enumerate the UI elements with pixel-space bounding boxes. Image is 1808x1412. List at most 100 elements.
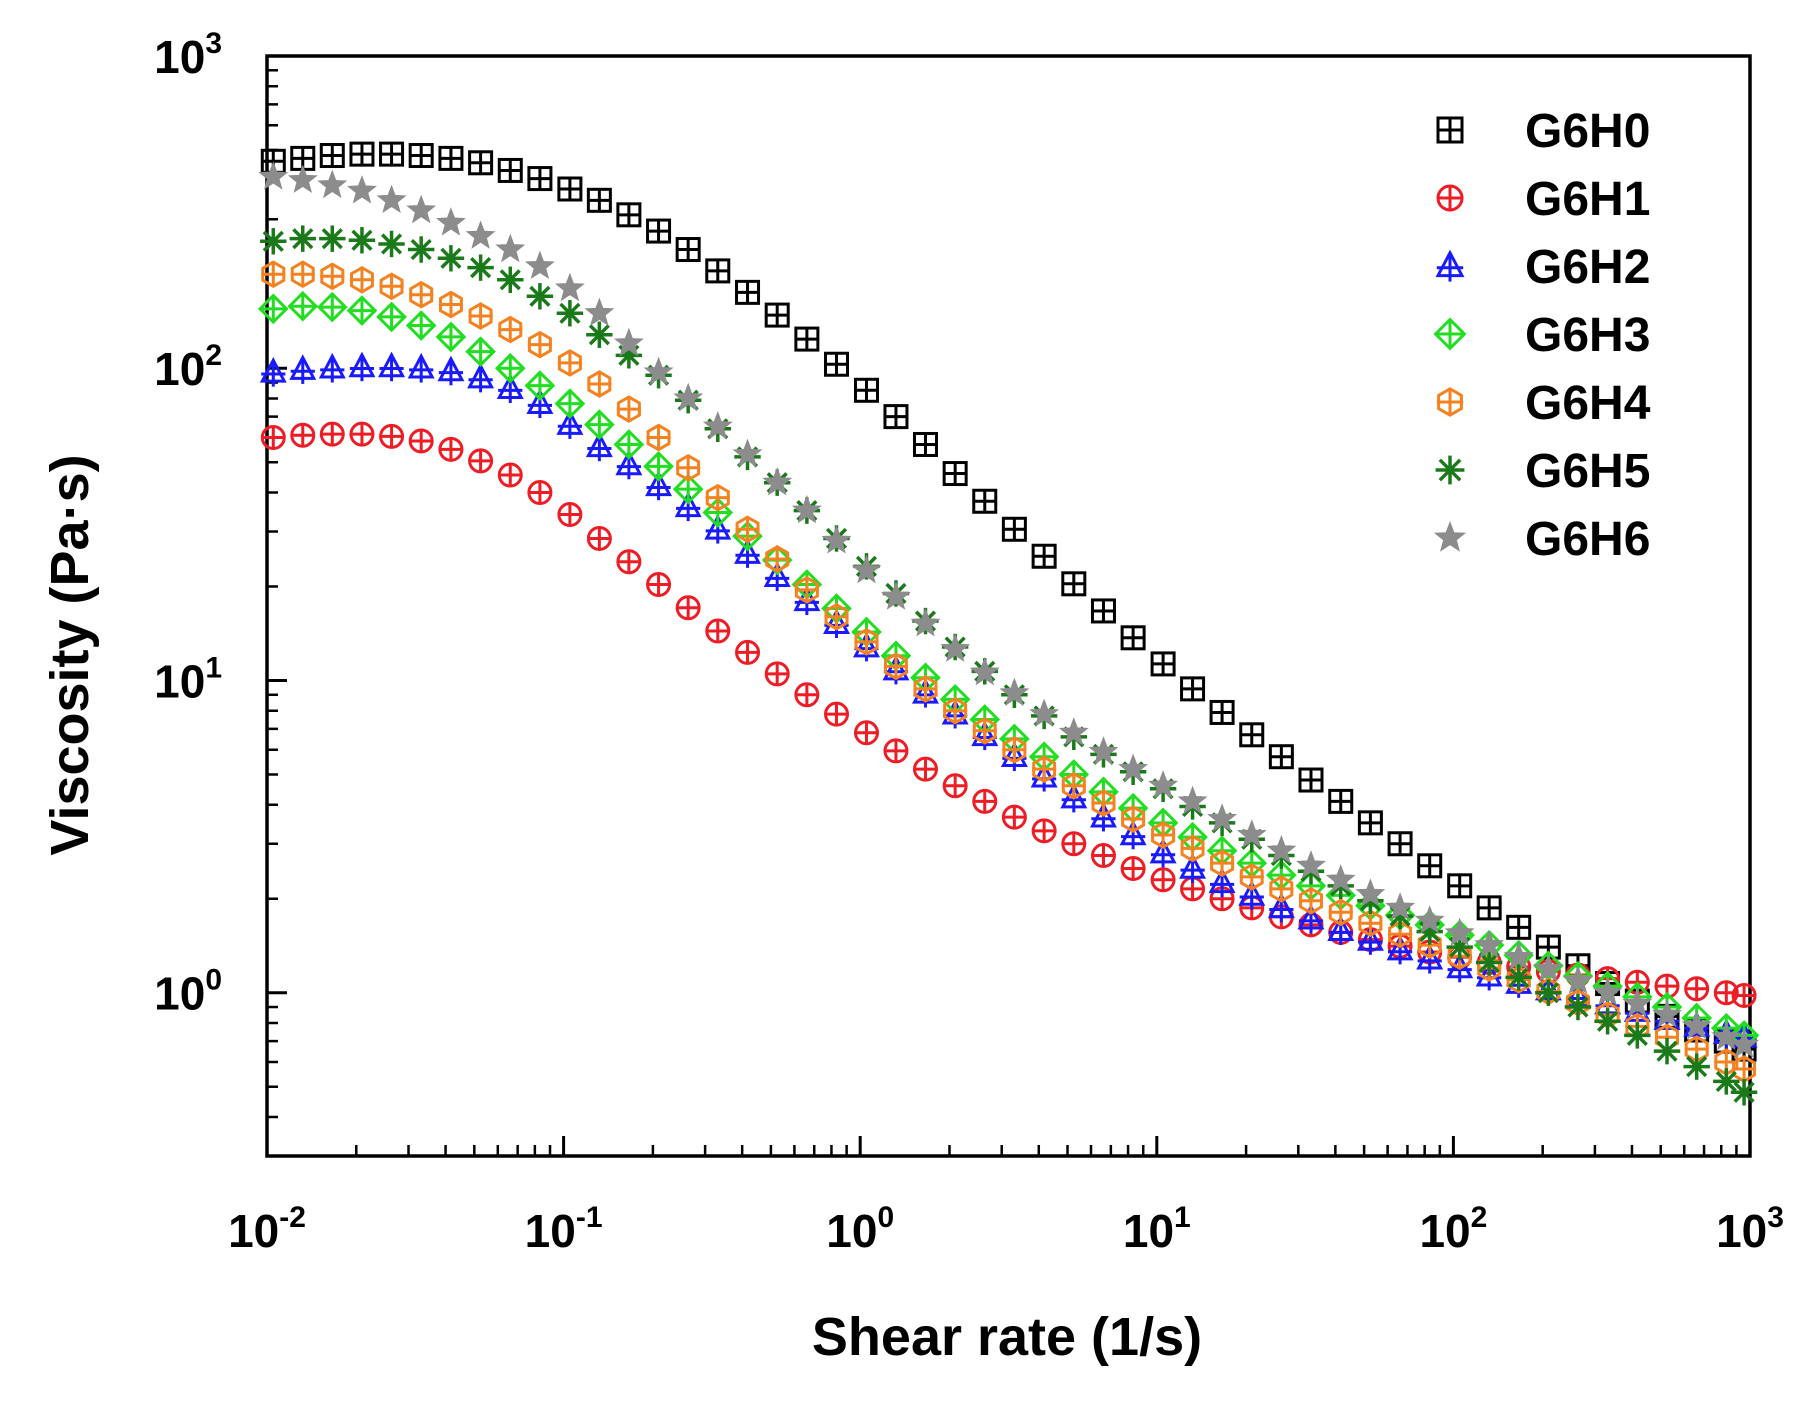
data-point — [1358, 909, 1383, 938]
y-tick-label: 102 — [154, 339, 222, 395]
data-point — [675, 595, 701, 621]
data-point — [438, 290, 464, 319]
data-point — [435, 321, 467, 353]
data-point — [586, 187, 612, 213]
x-tick-label: 103 — [1716, 1201, 1784, 1257]
legend-label: G6H0 — [1525, 105, 1650, 158]
data-point — [1236, 819, 1267, 848]
data-point — [407, 352, 435, 383]
data-point — [1148, 770, 1179, 799]
legend-label: G6H5 — [1525, 445, 1650, 498]
y-axis-title: Viscosity (Pa·s) — [40, 454, 100, 855]
data-point — [1622, 988, 1653, 1017]
data-point — [378, 351, 406, 382]
data-point — [646, 423, 671, 452]
data-point — [1177, 785, 1208, 815]
data-point — [320, 262, 345, 291]
data-point — [1032, 755, 1057, 784]
data-point — [1002, 735, 1027, 764]
data-point — [1239, 863, 1264, 891]
data-point — [735, 639, 761, 665]
data-point — [1535, 979, 1562, 1006]
data-point — [910, 607, 941, 637]
data-point — [616, 395, 641, 423]
data-point — [673, 382, 704, 412]
data-point — [853, 377, 879, 403]
data-point — [764, 302, 790, 328]
data-point — [319, 225, 346, 252]
data-point — [408, 143, 434, 169]
data-point — [1505, 964, 1532, 991]
data-point — [287, 164, 318, 193]
data-point — [1563, 965, 1593, 994]
legend-label: G6H4 — [1525, 377, 1651, 430]
data-point — [1298, 886, 1324, 915]
data-markers — [257, 141, 1760, 1106]
data-point — [881, 581, 911, 610]
data-point — [1296, 850, 1326, 879]
data-point — [319, 143, 345, 169]
data-point — [468, 302, 493, 330]
data-point — [584, 409, 615, 440]
data-point — [1118, 753, 1149, 782]
data-point — [554, 388, 586, 420]
data-point — [1447, 873, 1473, 899]
data-point — [319, 421, 345, 447]
data-point — [616, 549, 642, 575]
data-point — [409, 280, 434, 309]
data-point — [494, 352, 526, 384]
data-point — [613, 429, 645, 460]
data-point — [676, 453, 701, 482]
data-point — [290, 260, 315, 289]
data-point — [289, 225, 316, 252]
legend-marker — [1435, 455, 1465, 485]
data-point — [702, 410, 733, 440]
data-point — [853, 720, 879, 746]
data-point — [287, 290, 319, 322]
legend-item-g6h2: G6H2 — [1435, 241, 1650, 294]
data-point — [943, 696, 968, 725]
legend-marker — [1433, 520, 1467, 552]
data-point — [883, 404, 909, 430]
x-tick-label: 10-2 — [228, 1201, 306, 1257]
legend-marker — [1436, 387, 1464, 417]
data-point — [257, 293, 289, 325]
data-point — [435, 207, 466, 236]
data-point — [735, 279, 761, 305]
data-point — [643, 451, 674, 482]
data-point — [260, 425, 286, 451]
data-point — [1061, 831, 1087, 857]
data-point — [378, 230, 405, 258]
y-tick-label: 101 — [154, 651, 222, 707]
data-point — [465, 336, 496, 367]
data-point — [497, 157, 523, 183]
data-point — [1683, 1053, 1710, 1080]
data-point — [1729, 1029, 1760, 1058]
data-point — [1239, 722, 1265, 748]
data-point — [791, 494, 822, 524]
data-point — [1058, 717, 1089, 746]
data-point — [1120, 625, 1146, 651]
data-point — [1730, 1079, 1758, 1106]
data-point — [406, 194, 437, 224]
data-point — [883, 738, 909, 764]
data-point — [261, 260, 286, 289]
data-point — [1207, 803, 1238, 832]
data-point — [1268, 744, 1294, 770]
data-point — [1061, 571, 1087, 597]
data-point — [376, 301, 407, 333]
data-point — [1711, 1021, 1742, 1051]
data-point — [379, 423, 405, 449]
data-point — [1387, 831, 1413, 857]
data-point — [349, 141, 375, 167]
data-point — [554, 272, 585, 302]
legend-label: G6H3 — [1525, 309, 1650, 362]
data-point — [705, 483, 730, 512]
data-point — [587, 370, 612, 398]
data-point — [646, 218, 672, 244]
data-point — [1001, 516, 1027, 542]
data-point — [1731, 982, 1757, 1008]
data-point — [290, 422, 316, 448]
data-point — [495, 233, 526, 263]
